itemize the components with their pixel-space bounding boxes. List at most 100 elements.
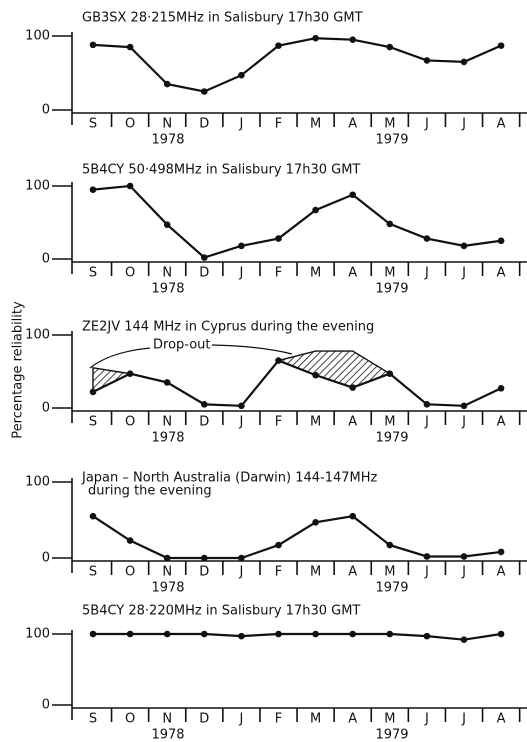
x-tick-label: O <box>125 565 135 580</box>
year-label: 1978 <box>151 581 184 596</box>
year-label: 1979 <box>375 728 408 742</box>
x-tick-label: N <box>162 565 172 580</box>
point <box>275 235 282 242</box>
chart-title: Japan – North Australia (Darwin) 144-147… <box>81 471 378 486</box>
x-tick-label: J <box>424 712 429 727</box>
x-tick-label: D <box>199 117 209 132</box>
point <box>312 630 319 638</box>
point <box>349 36 357 43</box>
point <box>460 636 468 643</box>
point <box>163 379 171 386</box>
point <box>238 402 245 410</box>
x-tick-label: M <box>384 117 395 132</box>
point <box>312 518 319 526</box>
year-label: 1978 <box>151 431 184 446</box>
y-tick-label: 100 <box>25 627 50 642</box>
x-tick-label: O <box>125 415 135 430</box>
point <box>423 235 431 242</box>
point <box>386 220 394 228</box>
point <box>497 630 505 638</box>
x-tick-label: J <box>461 565 466 580</box>
line <box>93 632 502 641</box>
x-tick-label: J <box>424 266 429 281</box>
point <box>497 384 505 392</box>
point <box>312 34 319 42</box>
x-tick-label: N <box>162 266 172 281</box>
x-tick-label: A <box>497 415 506 430</box>
y-tick-label: 100 <box>25 179 50 194</box>
point <box>423 57 431 64</box>
point <box>201 254 208 261</box>
line <box>92 515 502 560</box>
x-tick-label: O <box>125 712 135 727</box>
x-tick-label: F <box>275 266 282 281</box>
point <box>423 632 431 640</box>
x-tick-label: S <box>89 415 97 430</box>
point <box>497 548 505 556</box>
chart-title: 5B4CY 50·498MHz in Salisbury 17h30 GMT <box>82 163 360 178</box>
chart-title: ZE2JV 144 MHz in Cyprus during the eveni… <box>82 320 374 335</box>
point <box>312 371 319 379</box>
x-tick-label: A <box>497 565 506 580</box>
x-tick-label: N <box>162 415 172 430</box>
point <box>163 554 171 562</box>
line <box>92 184 502 259</box>
point <box>201 554 208 562</box>
point <box>89 186 97 193</box>
y-tick-label: 0 <box>42 551 50 566</box>
point <box>497 237 505 245</box>
x-tick-label: F <box>275 565 282 580</box>
chart-title: 5B4CY 28·220MHz in Salisbury 17h30 GMT <box>82 604 360 619</box>
x-tick-label: J <box>424 117 429 132</box>
chart-subtitle: during the evening <box>88 484 212 499</box>
point <box>163 630 171 638</box>
point <box>238 632 245 640</box>
x-tick-label: O <box>125 117 135 132</box>
x-tick-label: O <box>125 266 135 281</box>
x-tick-label: D <box>199 415 209 430</box>
y-tick-label: 100 <box>25 328 50 343</box>
point <box>126 537 134 544</box>
x-tick-label: S <box>89 266 97 281</box>
y-tick-label: 0 <box>42 401 50 416</box>
x-tick-label: J <box>238 565 243 580</box>
x-tick-label: A <box>348 565 357 580</box>
point <box>89 41 97 49</box>
x-tick-label: D <box>199 712 209 727</box>
point <box>275 42 282 49</box>
x-tick-label: A <box>348 415 357 430</box>
year-label: 1979 <box>375 282 408 297</box>
point <box>386 370 394 377</box>
point <box>386 630 394 638</box>
x-tick-label: A <box>348 266 357 281</box>
x-tick-label: J <box>238 415 243 430</box>
x-tick-label: J <box>461 266 466 281</box>
x-tick-label: F <box>275 117 282 132</box>
y-tick-label: 0 <box>42 103 50 118</box>
x-tick-label: S <box>89 712 97 727</box>
point <box>423 401 431 408</box>
x-tick-label: A <box>497 117 506 132</box>
point <box>386 541 394 549</box>
y-axis-label: Percentage reliability <box>11 301 26 439</box>
x-tick-label: M <box>384 565 395 580</box>
x-tick-label: D <box>199 565 209 580</box>
point <box>275 541 282 549</box>
point <box>201 630 208 638</box>
x-tick-label: M <box>310 565 321 580</box>
x-tick-label: N <box>162 712 172 727</box>
point <box>89 388 97 396</box>
y-tick-label: 100 <box>25 475 50 490</box>
point <box>126 43 134 51</box>
x-tick-label: M <box>310 712 321 727</box>
point <box>238 71 245 79</box>
year-label: 1979 <box>375 133 408 148</box>
year-label: 1979 <box>375 581 408 596</box>
x-tick-label: F <box>275 415 282 430</box>
x-tick-label: M <box>310 415 321 430</box>
year-label: 1978 <box>151 282 184 297</box>
x-tick-label: A <box>348 712 357 727</box>
chart-title: GB3SX 28·215MHz in Salisbury 17h30 GMT <box>82 11 363 26</box>
point <box>126 630 134 638</box>
